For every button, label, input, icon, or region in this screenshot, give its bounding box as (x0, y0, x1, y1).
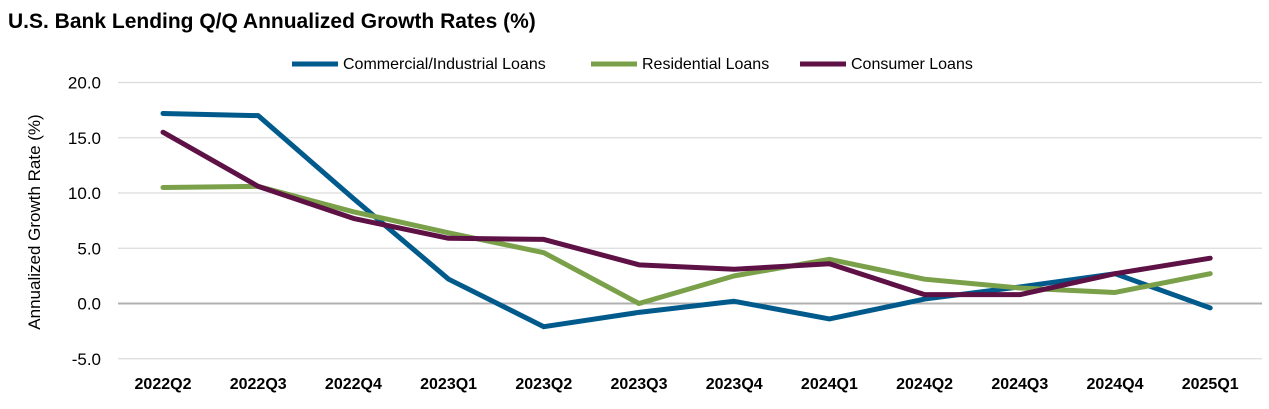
x-tick-label: 2023Q1 (420, 376, 477, 393)
y-tick-label: -5.0 (72, 350, 101, 369)
x-tick-label: 2023Q3 (611, 376, 668, 393)
y-tick-label: 0.0 (77, 295, 101, 314)
y-axis-label: Annualized Growth Rate (%) (25, 114, 44, 329)
x-tick-label: 2022Q4 (325, 376, 382, 393)
y-tick-label: 5.0 (77, 239, 101, 258)
series-line-0 (160, 110, 1213, 330)
gridlines (118, 81, 1262, 360)
legend-label: Residential Loans (642, 56, 769, 73)
y-tick-label: 15.0 (68, 129, 101, 148)
legend-item: Residential Loans (591, 56, 769, 73)
legend-label: Consumer Loans (851, 56, 973, 73)
y-tick-label: 10.0 (68, 184, 101, 203)
legend-item: Consumer Loans (800, 56, 973, 73)
x-tick-label: 2024Q4 (1087, 376, 1144, 393)
series-line-2 (160, 129, 1213, 298)
legend-label: Commercial/Industrial Loans (343, 56, 546, 73)
x-tick-label: 2022Q2 (135, 376, 192, 393)
x-tick-label: 2024Q2 (896, 376, 953, 393)
legend: Commercial/Industrial Loans Residential L… (292, 56, 973, 73)
y-tick-label: 20.0 (68, 74, 101, 93)
x-tick-label: 2023Q2 (515, 376, 572, 393)
x-tick-label: 2024Q3 (991, 376, 1048, 393)
x-tick-label: 2024Q1 (801, 376, 858, 393)
x-tick-label: 2025Q1 (1182, 376, 1239, 393)
series-lines (160, 110, 1213, 330)
chart-title: U.S. Bank Lending Q/Q Annualized Growth … (8, 10, 536, 33)
y-tick-labels: 20.0 15.0 10.0 5.0 0.0 -5.0 (68, 74, 101, 369)
x-tick-label: 2022Q3 (230, 376, 287, 393)
x-tick-label: 2023Q4 (706, 376, 763, 393)
x-tick-labels: 2022Q2 2022Q3 2022Q4 2023Q1 2023Q2 2023Q3 2023… (135, 376, 1239, 393)
legend-item: Commercial/Industrial Loans (292, 56, 546, 73)
